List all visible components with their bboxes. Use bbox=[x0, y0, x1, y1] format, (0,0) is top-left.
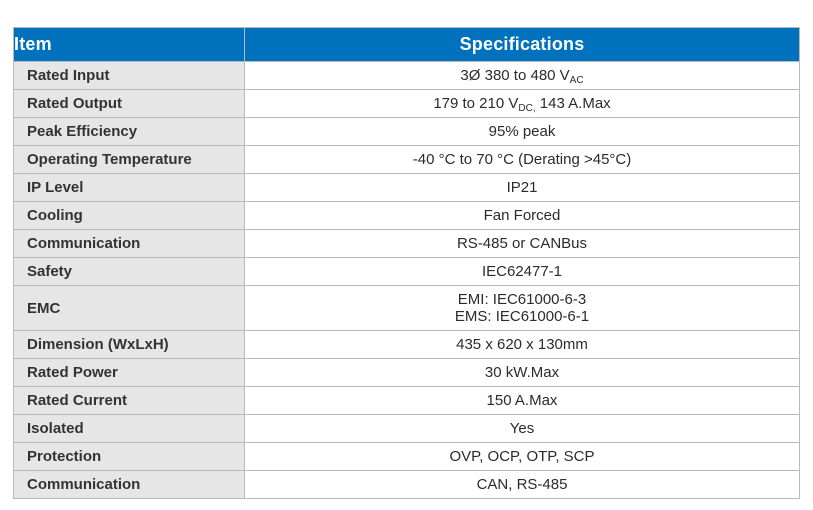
table-header-row: Item Specifications bbox=[13, 27, 800, 62]
spec-cell: IP21 bbox=[244, 173, 800, 202]
item-cell: Safety bbox=[13, 257, 245, 286]
item-cell: Cooling bbox=[13, 201, 245, 230]
spec-line: RS-485 or CANBus bbox=[456, 235, 588, 252]
table-row: Rated Output 179 to 210 VDC, 143 A.Max bbox=[13, 89, 800, 118]
spec-line: 95% peak bbox=[488, 123, 556, 140]
spec-cell: 150 A.Max bbox=[244, 386, 800, 415]
spec-line: IEC62477-1 bbox=[481, 263, 563, 280]
item-cell: Operating Temperature bbox=[13, 145, 245, 174]
spec-line: OVP, OCP, OTP, SCP bbox=[449, 448, 595, 465]
spec-cell: 95% peak bbox=[244, 117, 800, 146]
item-cell: Peak Efficiency bbox=[13, 117, 245, 146]
spec-line: 3Ø 380 to 480 VAC bbox=[460, 67, 584, 86]
spec-line: 30 kW.Max bbox=[484, 364, 560, 381]
table-row: Peak Efficiency 95% peak bbox=[13, 117, 800, 146]
specifications-table: Item Specifications Rated Input 3Ø 380 to… bbox=[13, 27, 800, 499]
spec-cell: RS-485 or CANBus bbox=[244, 229, 800, 258]
spec-cell: -40 °C to 70 °C (Derating >45°C) bbox=[244, 145, 800, 174]
spec-cell: 179 to 210 VDC, 143 A.Max bbox=[244, 89, 800, 118]
table-row: Protection OVP, OCP, OTP, SCP bbox=[13, 442, 800, 471]
spec-cell: IEC62477-1 bbox=[244, 257, 800, 286]
table-row: Cooling Fan Forced bbox=[13, 201, 800, 230]
item-cell: EMC bbox=[13, 285, 245, 331]
spec-line: Yes bbox=[509, 420, 535, 437]
spec-cell: 30 kW.Max bbox=[244, 358, 800, 387]
table-body: Rated Input 3Ø 380 to 480 VAC Rated Output… bbox=[13, 61, 800, 499]
spec-cell: 435 x 620 x 130mm bbox=[244, 330, 800, 359]
spec-cell: OVP, OCP, OTP, SCP bbox=[244, 442, 800, 471]
spec-cell: Yes bbox=[244, 414, 800, 443]
spec-cell: CAN, RS-485 bbox=[244, 470, 800, 499]
table-row: Rated Power 30 kW.Max bbox=[13, 358, 800, 387]
table-row: Rated Input 3Ø 380 to 480 VAC bbox=[13, 61, 800, 90]
table-row: IP Level IP21 bbox=[13, 173, 800, 202]
table-row: Operating Temperature -40 °C to 70 °C (De… bbox=[13, 145, 800, 174]
column-header-specifications: Specifications bbox=[244, 27, 800, 62]
spec-line: 179 to 210 VDC, 143 A.Max bbox=[433, 95, 611, 114]
table-row: EMC EMI: IEC61000-6-3 EMS: IEC61000-6-1 bbox=[13, 285, 800, 331]
table-row: Safety IEC62477-1 bbox=[13, 257, 800, 286]
spec-cell: 3Ø 380 to 480 VAC bbox=[244, 61, 800, 90]
table-row: Dimension (WxLxH) 435 x 620 x 130mm bbox=[13, 330, 800, 359]
spec-line: EMI: IEC61000-6-3 bbox=[457, 291, 587, 308]
spec-cell: Fan Forced bbox=[244, 201, 800, 230]
item-cell: Communication bbox=[13, 229, 245, 258]
spec-line: -40 °C to 70 °C (Derating >45°C) bbox=[412, 151, 632, 168]
item-cell: Rated Power bbox=[13, 358, 245, 387]
item-cell: Communication bbox=[13, 470, 245, 499]
item-cell: Isolated bbox=[13, 414, 245, 443]
spec-line: Fan Forced bbox=[483, 207, 561, 224]
item-cell: Rated Current bbox=[13, 386, 245, 415]
table-row: Communication RS-485 or CANBus bbox=[13, 229, 800, 258]
spec-cell: EMI: IEC61000-6-3 EMS: IEC61000-6-1 bbox=[244, 285, 800, 331]
item-cell: Rated Input bbox=[13, 61, 245, 90]
spec-line: EMS: IEC61000-6-1 bbox=[454, 308, 590, 325]
item-cell: Rated Output bbox=[13, 89, 245, 118]
spec-line: 150 A.Max bbox=[486, 392, 558, 409]
spec-line: 435 x 620 x 130mm bbox=[456, 336, 588, 353]
table-row: Communication CAN, RS-485 bbox=[13, 470, 800, 499]
item-cell: IP Level bbox=[13, 173, 245, 202]
spec-line: CAN, RS-485 bbox=[476, 476, 568, 493]
table-row: Isolated Yes bbox=[13, 414, 800, 443]
item-cell: Dimension (WxLxH) bbox=[13, 330, 245, 359]
item-cell: Protection bbox=[13, 442, 245, 471]
column-header-item: Item bbox=[13, 27, 245, 62]
spec-line: IP21 bbox=[506, 179, 538, 196]
table-row: Rated Current 150 A.Max bbox=[13, 386, 800, 415]
